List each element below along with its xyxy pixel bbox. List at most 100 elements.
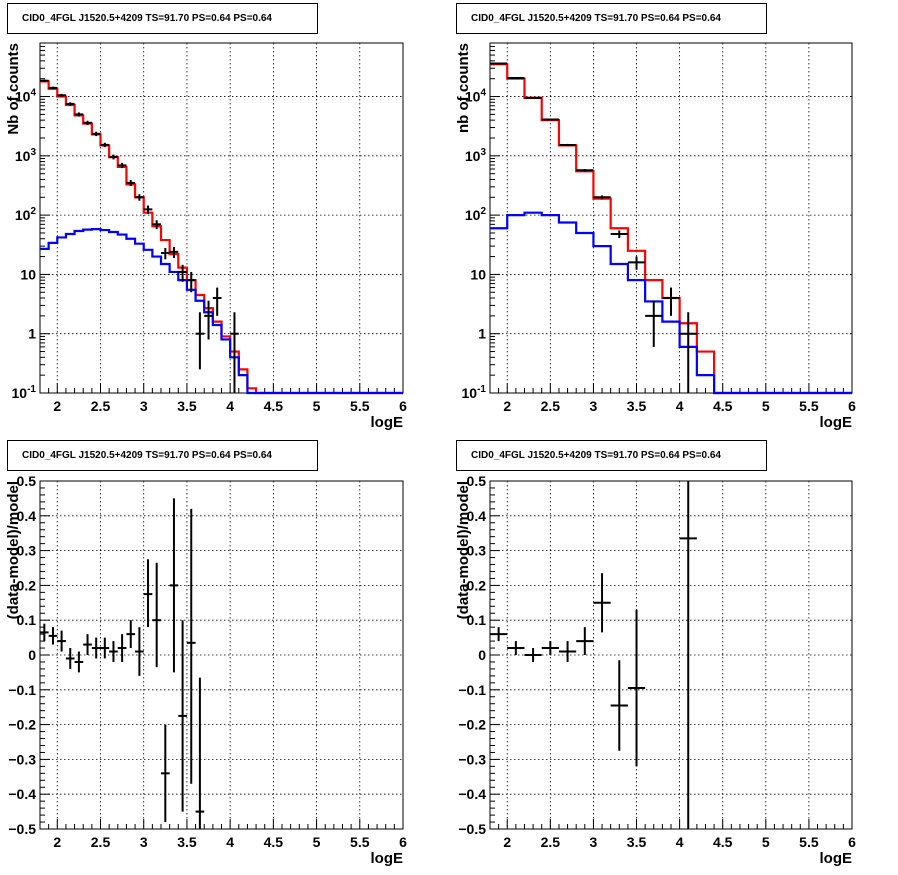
x-tick-label: 2.5 bbox=[541, 834, 561, 850]
data-point bbox=[74, 112, 84, 117]
y-tick-label: −0.4 bbox=[8, 786, 36, 802]
x-axis-label: logE bbox=[371, 414, 404, 431]
plot-frame bbox=[489, 42, 853, 394]
x-tick-label: 4.5 bbox=[713, 398, 733, 414]
y-tick-label: 0.5 bbox=[467, 473, 487, 489]
y-tick-label: 0 bbox=[28, 647, 36, 663]
data-point bbox=[40, 79, 49, 82]
data-point bbox=[126, 620, 136, 649]
data-point bbox=[645, 300, 663, 347]
y-axis-label: Nb of counts bbox=[5, 43, 22, 135]
data-point bbox=[48, 86, 58, 90]
data-point bbox=[679, 312, 697, 393]
y-tick-label: 0.1 bbox=[467, 612, 487, 628]
x-tick-label: 2 bbox=[53, 834, 61, 850]
y-tick-label: 103 bbox=[465, 147, 487, 164]
x-tick-label: 5.5 bbox=[350, 834, 370, 850]
data-point bbox=[74, 651, 84, 673]
x-tick-label: 5 bbox=[313, 398, 321, 414]
y-tick-label: 1 bbox=[28, 326, 36, 342]
y-tick-label: −0.1 bbox=[458, 682, 486, 698]
y-tick-label: 103 bbox=[15, 147, 37, 164]
data-point bbox=[65, 102, 75, 106]
y-tick-label: 0.2 bbox=[467, 577, 487, 593]
x-tick-label: 4 bbox=[676, 398, 684, 414]
x-tick-label: 5 bbox=[313, 834, 321, 850]
data-point bbox=[91, 637, 101, 659]
y-tick-label: 104 bbox=[15, 88, 37, 105]
y-tick-label: 0 bbox=[478, 647, 486, 663]
x-tick-label: 3.5 bbox=[627, 398, 647, 414]
x-tick-label: 6 bbox=[399, 834, 407, 850]
data-point bbox=[91, 131, 101, 137]
data-point bbox=[195, 312, 205, 370]
y-tick-label: −0.5 bbox=[8, 821, 36, 837]
data-point bbox=[558, 143, 577, 147]
data-point bbox=[57, 630, 66, 652]
data-point bbox=[212, 287, 222, 316]
data-point bbox=[169, 247, 179, 258]
x-tick-label: 4 bbox=[226, 398, 234, 414]
x-tick-label: 3.5 bbox=[627, 834, 647, 850]
x-tick-label: 2 bbox=[53, 398, 61, 414]
data-point bbox=[169, 498, 179, 673]
y-tick-label: 0.4 bbox=[17, 508, 37, 524]
x-tick-label: 5 bbox=[762, 398, 770, 414]
y-tick-label: −0.2 bbox=[8, 717, 36, 733]
model-source-histogram bbox=[40, 228, 403, 395]
y-tick-label: 0.3 bbox=[467, 543, 487, 559]
panel-title-4: CID0_4FGL J1520.5+4209 TS=91.70 PS=0.64 … bbox=[456, 440, 767, 471]
y-axis-label: (data-model)/model bbox=[455, 481, 472, 619]
data-point bbox=[627, 256, 646, 270]
data-point bbox=[679, 481, 697, 829]
data-point bbox=[195, 677, 205, 829]
y-tick-label: 0.1 bbox=[17, 612, 37, 628]
data-point bbox=[186, 271, 196, 293]
x-axis-label: logE bbox=[820, 414, 853, 431]
data-point bbox=[541, 118, 559, 121]
x-tick-label: 3.5 bbox=[177, 398, 197, 414]
data-point bbox=[40, 623, 49, 642]
x-axis-label: logE bbox=[820, 850, 853, 867]
data-point bbox=[143, 205, 153, 214]
x-tick-label: 3 bbox=[140, 398, 148, 414]
y-tick-label: −0.3 bbox=[8, 751, 36, 767]
data-point bbox=[507, 641, 525, 655]
data-point bbox=[152, 562, 161, 668]
data-point bbox=[152, 220, 161, 230]
x-tick-label: 5.5 bbox=[799, 834, 819, 850]
y-tick-label: 10-1 bbox=[462, 384, 487, 401]
x-tick-label: 3 bbox=[140, 834, 148, 850]
panel-title-1: CID0_4FGL J1520.5+4209 TS=91.70 PS=0.64 … bbox=[7, 3, 318, 34]
x-tick-label: 6 bbox=[848, 398, 856, 414]
data-point bbox=[593, 573, 611, 633]
data-point bbox=[541, 641, 559, 655]
model-total-histogram bbox=[40, 80, 403, 395]
data-point bbox=[507, 77, 525, 80]
data-point bbox=[490, 62, 508, 65]
y-tick-label: 10 bbox=[20, 266, 36, 282]
data-point bbox=[83, 120, 92, 126]
data-point bbox=[558, 641, 577, 662]
y-tick-label: −0.3 bbox=[458, 751, 486, 767]
data-point bbox=[48, 627, 58, 645]
x-tick-label: 4 bbox=[676, 834, 684, 850]
x-tick-label: 3 bbox=[590, 834, 598, 850]
data-point bbox=[83, 634, 92, 655]
data-point bbox=[178, 620, 187, 812]
x-tick-label: 4.5 bbox=[264, 834, 284, 850]
data-point bbox=[610, 660, 628, 751]
x-tick-label: 2.5 bbox=[541, 398, 561, 414]
data-point bbox=[100, 142, 110, 148]
data-point bbox=[100, 637, 110, 659]
x-axis-label: logE bbox=[371, 850, 404, 867]
data-point bbox=[490, 627, 508, 642]
data-point bbox=[161, 247, 170, 260]
y-tick-label: 102 bbox=[465, 206, 487, 223]
y-tick-label: 0.5 bbox=[17, 473, 37, 489]
x-tick-label: 3 bbox=[590, 398, 598, 414]
